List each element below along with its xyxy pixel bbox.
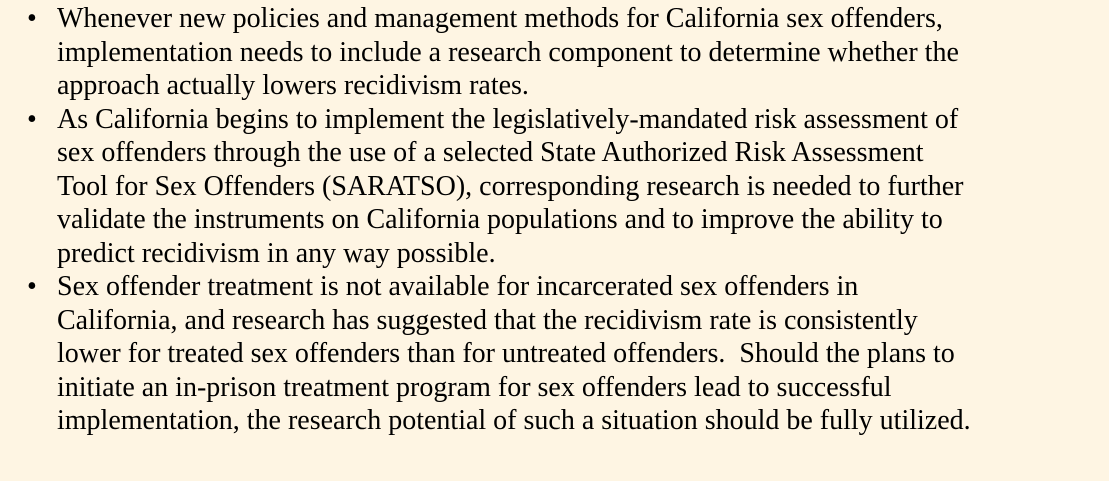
bullet-marker: •	[27, 271, 37, 302]
text-line: California, and research has suggested t…	[57, 304, 918, 336]
bullet-marker: •	[27, 103, 37, 135]
text-line: approach actually lowers recidivism rate…	[57, 70, 529, 101]
text-line: predict recidivism in any way possible.	[57, 237, 496, 269]
bullet-item: • Whenever new policies and management me…	[0, 2, 1109, 103]
text-line: Sex offender treatment is not available …	[57, 271, 859, 302]
text-line: Whenever new policies and management met…	[57, 3, 943, 34]
bullet-item: • Sex offender treatment is not available…	[0, 270, 1109, 438]
text-line: As California begins to implement the le…	[57, 103, 959, 135]
text-line: initiate an in-prison treatment program …	[57, 371, 892, 403]
text-line: Tool for Sex Offenders (SARATSO), corres…	[57, 170, 964, 202]
bullet-marker: •	[27, 3, 37, 34]
bullet-list: • Whenever new policies and management me…	[0, 2, 1109, 438]
text-line: implementation needs to include a resear…	[57, 36, 959, 68]
text-line: sex offenders through the use of a selec…	[57, 137, 924, 168]
bullet-item: • As California begins to implement the l…	[0, 103, 1109, 271]
text-line: lower for treated sex offenders than for…	[57, 338, 955, 369]
text-line: implementation, the research potential o…	[57, 405, 971, 436]
text-line: validate the instruments on California p…	[57, 204, 943, 235]
